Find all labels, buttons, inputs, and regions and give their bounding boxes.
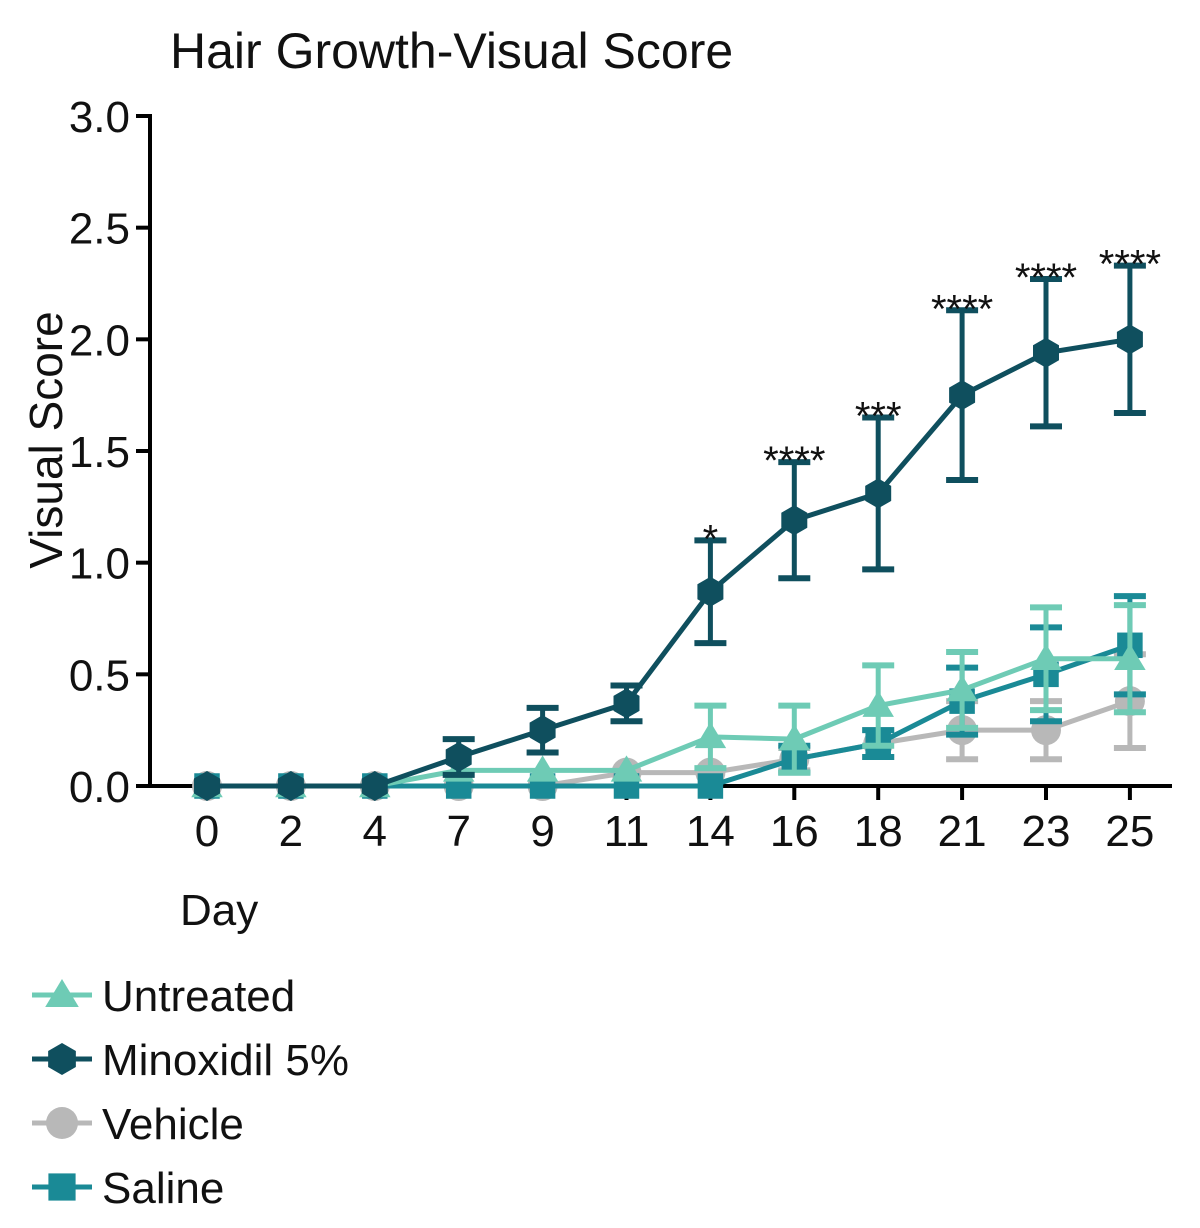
y-tick-label: 0.5: [69, 651, 130, 700]
y-axis-label: Visual Score: [20, 311, 72, 568]
data-point: [526, 755, 559, 782]
legend-item: Saline: [32, 1164, 224, 1213]
data-point: [778, 724, 811, 751]
data-point: [781, 505, 808, 536]
x-tick-label: 23: [1022, 807, 1071, 856]
legend-marker: [48, 1173, 76, 1201]
x-tick-label: 2: [279, 807, 303, 856]
y-tick-label: 1.0: [69, 540, 130, 589]
data-point: [277, 771, 304, 801]
y-tick-label: 1.5: [69, 428, 130, 477]
legend-label: Minoxidil 5%: [102, 1036, 349, 1085]
x-tick-label: 11: [604, 807, 650, 856]
data-point: [1030, 643, 1062, 670]
y-tick-label: 2.5: [69, 205, 130, 254]
significance-label: ****: [1099, 243, 1161, 287]
y-tick-label: 2.0: [69, 316, 130, 365]
x-tick-label: 21: [938, 807, 987, 856]
significance-label: ****: [931, 287, 993, 331]
data-point: [1114, 643, 1146, 670]
data-point: [862, 690, 894, 717]
data-point: [361, 771, 388, 801]
legend-label: Saline: [102, 1164, 224, 1213]
y-tick-label: 0.0: [69, 763, 130, 812]
significance-label: ****: [763, 439, 825, 483]
series-minoxidil-5-: [194, 262, 1146, 801]
x-tick-label: 4: [363, 807, 387, 856]
x-tick-label: 14: [686, 807, 735, 856]
series-group: **************** ****: [191, 243, 1161, 801]
x-tick-label: 25: [1105, 807, 1154, 856]
legend-item: Untreated: [32, 972, 295, 1021]
significance-label: ***: [855, 395, 902, 439]
x-tick-label: 7: [446, 807, 470, 856]
legend-label: Vehicle: [102, 1100, 244, 1149]
data-point: [865, 478, 892, 509]
data-point: [194, 771, 220, 801]
series-line: [207, 698, 1131, 789]
x-tick-label: 18: [854, 807, 903, 856]
data-point: [694, 721, 727, 749]
data-point: [949, 380, 976, 411]
data-point: [1033, 337, 1059, 368]
legend-item: Minoxidil 5%: [32, 1036, 349, 1085]
x-axis-label: Day: [180, 886, 258, 935]
chart-title: Hair Growth-Visual Score: [170, 23, 733, 79]
axes: 0.0 0.5 1.0 1.5 2.0 2.5 3.0 0 2 4 7 9 11 14 16 18 21 23 25: [69, 93, 1172, 856]
legend-marker: [46, 1107, 78, 1139]
legend: Untreated Minoxidil 5% Vehicle Saline: [32, 972, 349, 1213]
legend-item: Vehicle: [32, 1100, 244, 1149]
series-line: [207, 642, 1131, 789]
legend-marker: [48, 1043, 76, 1075]
legend-label: Untreated: [102, 972, 295, 1021]
series-saline: [194, 593, 1146, 799]
series-line: [207, 656, 1130, 789]
data-point: [697, 773, 724, 799]
data-point: [610, 755, 643, 782]
data-point: [529, 715, 556, 746]
legend-marker: [45, 979, 79, 1007]
series-untreated: [191, 602, 1146, 798]
data-point: [946, 674, 978, 702]
data-point: [1116, 324, 1143, 355]
y-tick-label: 3.0: [69, 93, 130, 142]
x-tick-label: 0: [195, 807, 219, 856]
data-point: [697, 576, 724, 607]
data-point: [445, 741, 472, 772]
x-tick-label: 9: [530, 807, 554, 856]
series-line: [207, 336, 1131, 789]
significance-label: ****: [1015, 256, 1077, 300]
x-tick-label: 16: [770, 807, 819, 856]
significance-label: *: [703, 517, 719, 561]
data-point: [613, 688, 640, 719]
